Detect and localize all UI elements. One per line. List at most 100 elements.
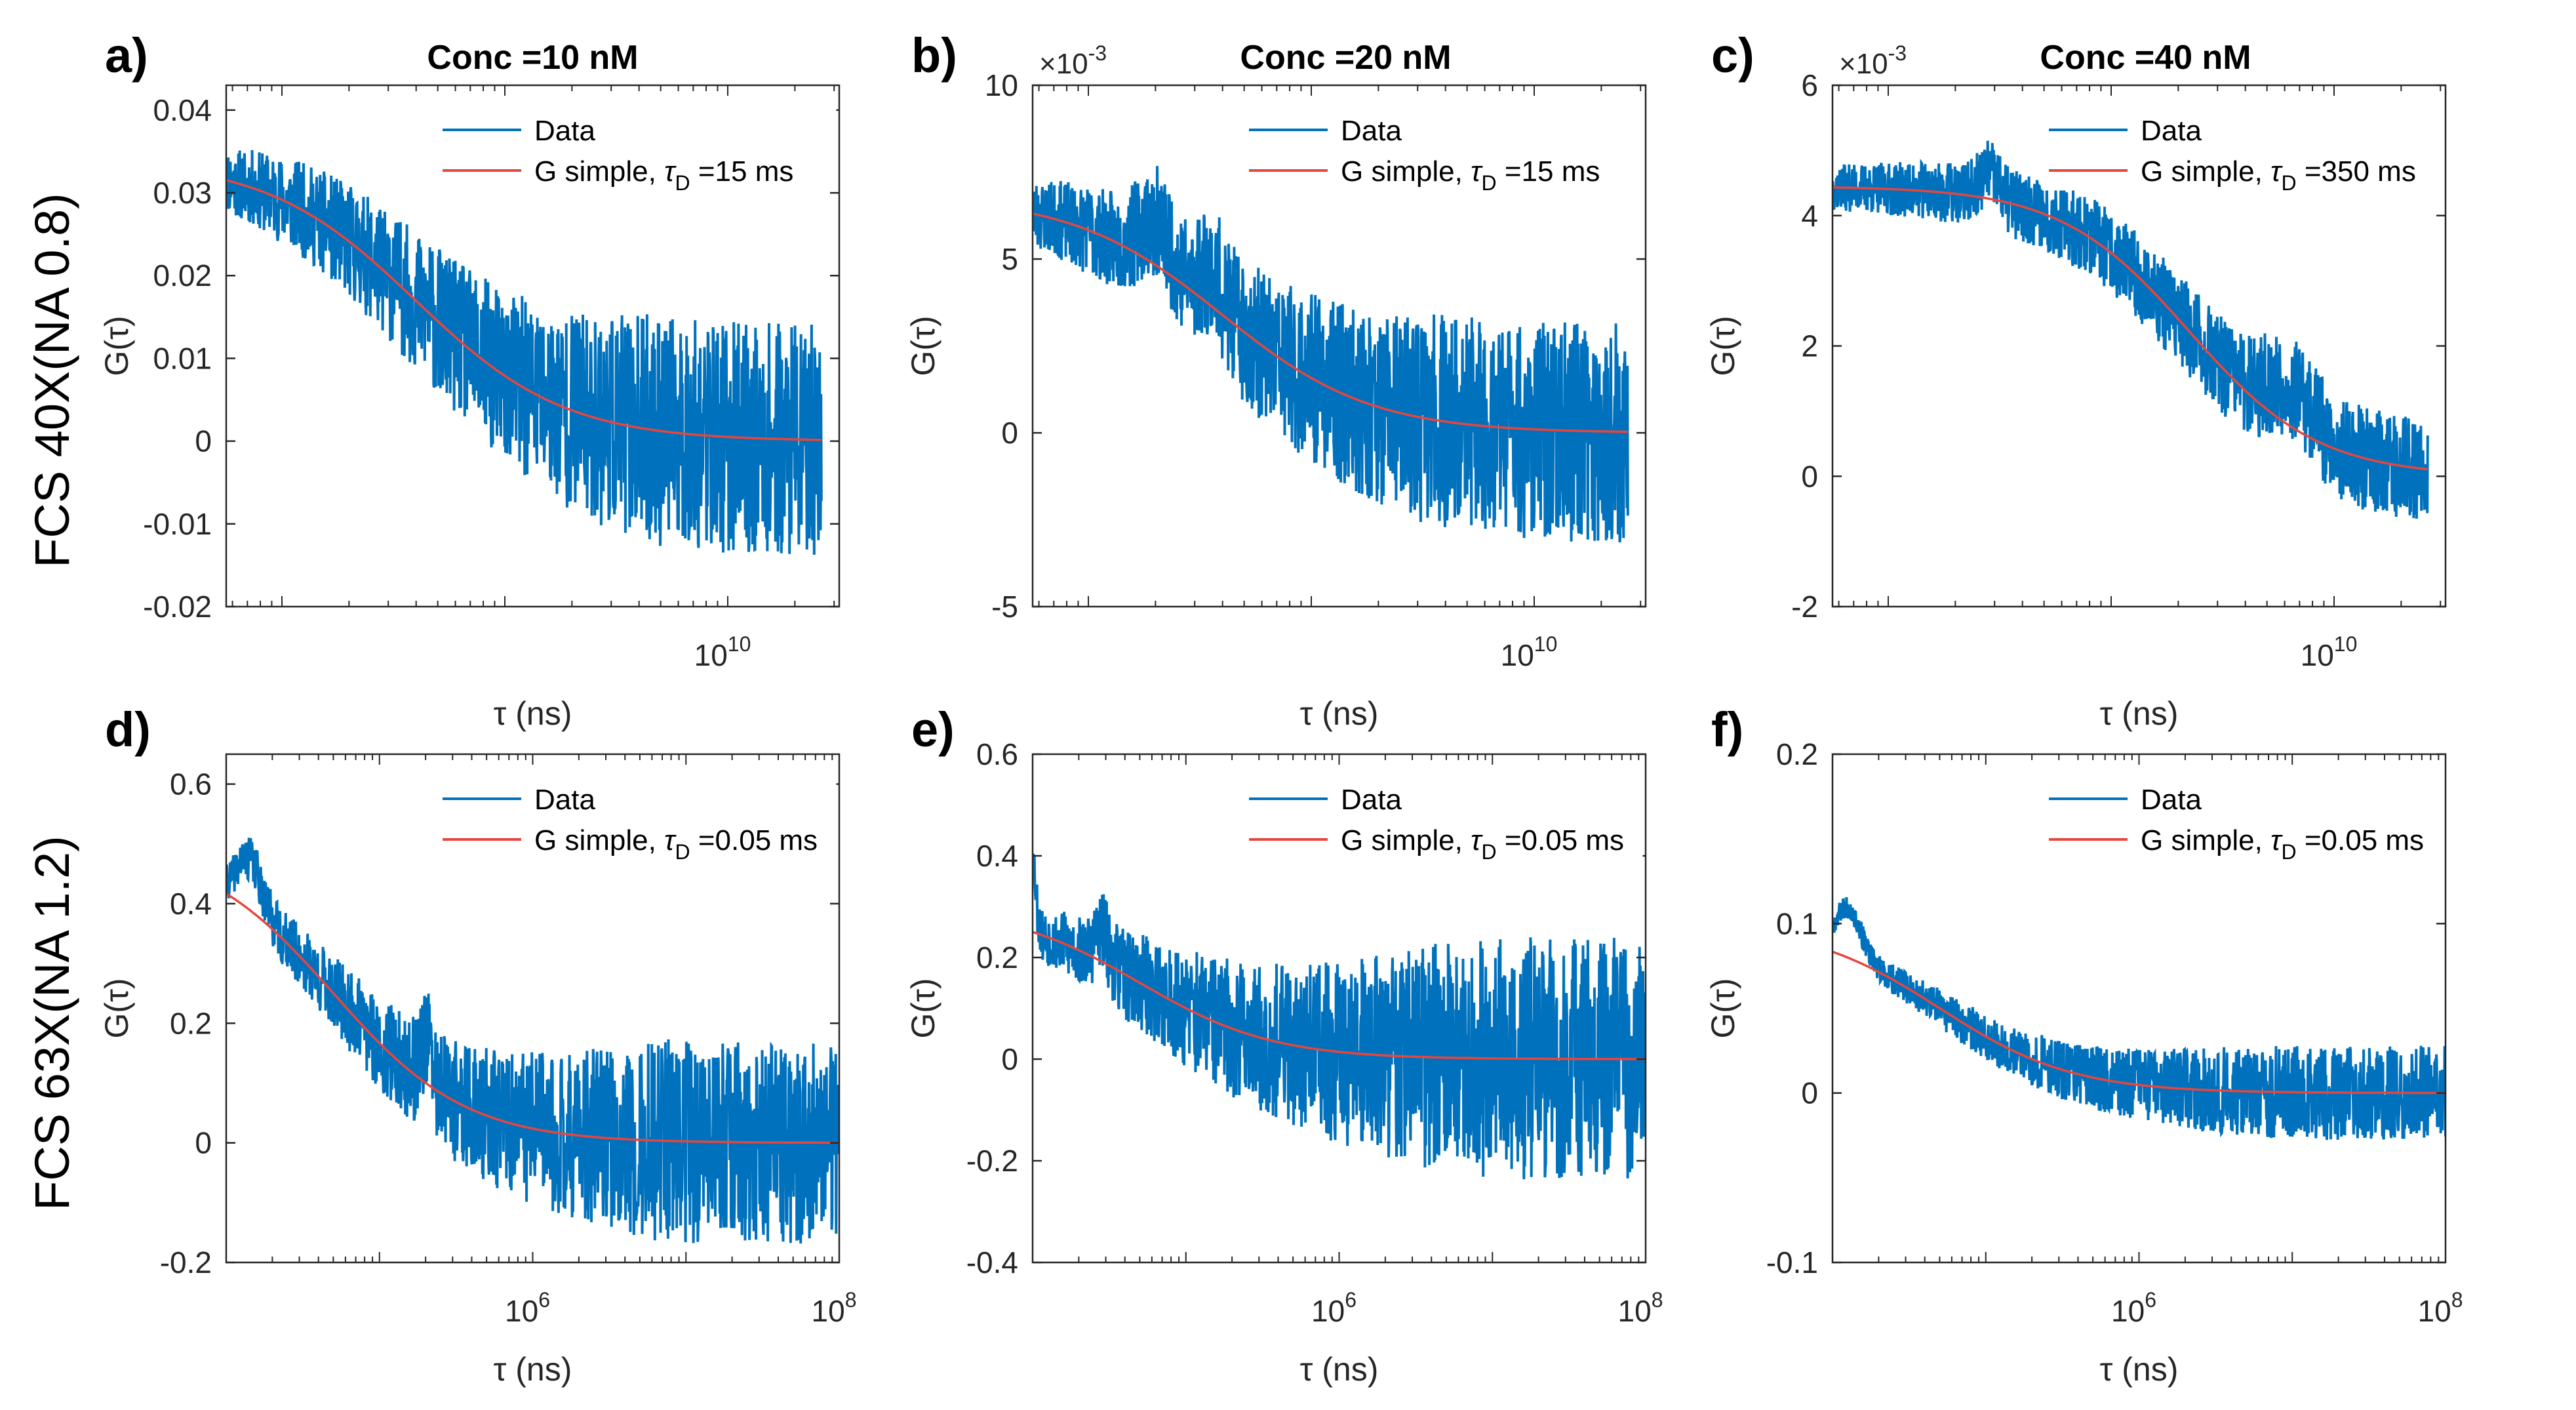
panel-label: e) [911,702,955,757]
x-tick-label: 1010 [1501,632,1558,672]
legend: Data G simple, τD =0.05 ms [435,773,837,864]
y-tick-label: 0 [1001,416,1018,450]
y-tick-label: 0.6 [976,737,1018,771]
y-tick-label: 0.03 [153,176,212,210]
fit-curve [1833,950,2446,1095]
x-tick-label: 106 [505,1288,550,1328]
legend-box [435,104,837,191]
y-tick-label: -0.02 [143,590,212,624]
legend: Data G simple, τD =0.05 ms [1242,773,1643,864]
y-tick-label: -0.4 [966,1245,1018,1279]
y-tick-label: 4 [1801,199,1818,233]
y-tick-label: 0.4 [170,887,212,921]
legend-fit-label: G simple, τD =15 ms [534,155,793,195]
y-tick-label: 0.4 [976,839,1018,873]
y-tick-label: -0.1 [1766,1245,1818,1279]
x-axis-label: τ (ns) [2100,695,2179,732]
chart-title: Conc =20 nM [1240,39,1451,77]
y-axis-label: G(τ) [1705,978,1741,1039]
panel-d: -0.2 0 0.2 0.4 0.6 106 108 τ (ns) G(τ) d) Data G si… [98,702,856,1388]
y-axis-label: G(τ) [905,978,941,1039]
x-axis-label: τ (ns) [494,695,572,732]
panel-label: d) [105,702,151,757]
x-tick-label: 108 [1618,1288,1663,1328]
legend: Data G simple, τD =350 ms [2042,104,2443,195]
legend: Data G simple, τD =0.05 ms [2042,773,2443,864]
x-axis-label: τ (ns) [494,1351,572,1388]
x-axis-label: τ (ns) [2100,1351,2179,1388]
y-axis-label: G(τ) [1705,316,1741,376]
data-series [1033,852,1646,1180]
legend-data-label: Data [2141,115,2202,147]
legend-data-label: Data [1341,784,1402,816]
panel-f: -0.1 0 0.1 0.2 106 108 τ (ns) G(τ) f) Data G simpl… [1705,702,2463,1388]
legend-box [2042,104,2443,191]
x-tick-label: 106 [2111,1288,2156,1328]
data-series [226,150,823,555]
y-tick-label: 0.01 [153,341,212,375]
legend-box [2042,773,2443,860]
fit-curve [1833,186,2428,471]
y-tick-label: 0.2 [1776,737,1818,771]
legend: Data G simple, τD =15 ms [1242,104,1643,195]
fit-curve [1033,212,1628,433]
legend-box [435,773,837,860]
panel-c: -2 0 2 4 6 1010 ×10-3 τ (ns) G(τ) Conc =40 nM c) Da… [1705,28,2447,732]
panel-label: c) [1711,28,1754,83]
x-tick-label: 1010 [694,632,751,672]
y-tick-label: 6 [1801,68,1818,102]
legend-fit-label: G simple, τD =0.05 ms [534,824,818,864]
y-tick-label: 0 [195,1126,212,1160]
row-label-top: FCS 40X(NA 0.8) [25,193,79,568]
panel-a: -0.02 -0.01 0 0.01 0.02 0.03 0.04 1010 τ (ns) G(τ… [98,28,841,732]
axes-frame [1031,84,1647,608]
legend-data-label: Data [1341,115,1402,147]
x-tick-label: 106 [1311,1288,1357,1328]
x-axis-label: τ (ns) [1300,1351,1379,1388]
panel-label: b) [911,28,957,83]
legend-data-label: Data [534,115,595,147]
y-tick-label: -5 [991,590,1018,624]
legend-data-label: Data [534,784,595,816]
legend-fit-label: G simple, τD =0.05 ms [2141,824,2424,864]
row-label-bottom: FCS 63X(NA 1.2) [25,836,79,1211]
y-tick-label: 0.2 [976,940,1018,975]
y-tick-label: -0.2 [966,1144,1018,1178]
y-tick-label: 10 [985,68,1018,102]
y-tick-label: -0.01 [143,507,212,541]
data-series [226,837,839,1244]
y-tick-label: 0.02 [153,258,212,292]
y-tick-label: 0.2 [170,1006,212,1040]
y-tick-label: 0 [1801,459,1818,493]
x-tick-label: 1010 [2301,632,2358,672]
legend: Data G simple, τD =15 ms [435,104,837,195]
panel-label: a) [105,28,148,83]
y-tick-label: 0 [1801,1076,1818,1110]
panel-e: -0.4 -0.2 0 0.2 0.4 0.6 106 108 τ (ns) G(τ) e) Data… [905,702,1663,1388]
panels: -0.02 -0.01 0 0.01 0.02 0.03 0.04 1010 τ (ns) G(τ… [98,28,2463,1388]
y-tick-label: 0 [1001,1042,1018,1076]
y-axis-label: G(τ) [98,978,135,1039]
x-tick-label: 108 [2418,1288,2463,1328]
y-tick-label: 5 [1001,242,1018,276]
y-tick-label: -2 [1791,590,1818,624]
chart-title: Conc =10 nM [427,39,638,77]
y-tick-label: -0.2 [160,1245,212,1279]
y-tick-label: 0 [195,424,212,458]
panel-label: f) [1711,702,1743,757]
exponent-label: ×10-3 [1039,41,1107,80]
x-axis-label: τ (ns) [1300,695,1379,732]
y-tick-label: 0.6 [170,767,212,801]
fit-curve [226,893,839,1144]
x-tick-label: 108 [812,1288,857,1328]
y-axis-label: G(τ) [98,316,135,376]
exponent-label: ×10-3 [1839,41,1907,80]
legend-box [1242,104,1643,191]
legend-data-label: Data [2141,784,2202,816]
y-axis-label: G(τ) [905,316,941,376]
legend-fit-label: G simple, τD =0.05 ms [1341,824,1624,864]
legend-fit-label: G simple, τD =15 ms [1341,155,1600,195]
y-tick-label: 2 [1801,329,1818,363]
